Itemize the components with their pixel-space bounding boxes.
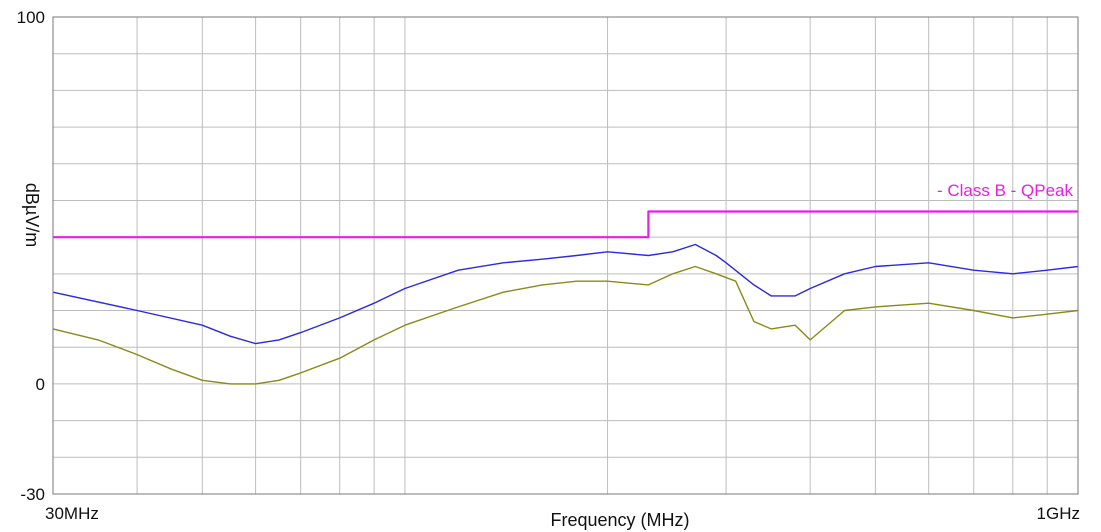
peak-trace-line bbox=[52, 243, 1079, 345]
x-tick-label: 1GHz bbox=[1037, 504, 1080, 523]
plot-border bbox=[52, 16, 1079, 495]
limit-line-class-b-qpeak bbox=[53, 210, 1078, 239]
y-axis-title: dBµV/m bbox=[22, 183, 42, 247]
average-trace-line bbox=[52, 265, 1079, 385]
y-tick-label: 0 bbox=[36, 375, 45, 394]
x-axis-title: Frequency (MHz) bbox=[550, 510, 689, 530]
y-tick-label: 100 bbox=[17, 8, 45, 27]
y-tick-label: -30 bbox=[20, 485, 45, 504]
x-tick-label: 30MHz bbox=[45, 504, 99, 523]
plot-background bbox=[53, 17, 1078, 494]
limit-legend-label: - Class B - QPeak bbox=[937, 181, 1074, 200]
series-layer bbox=[52, 210, 1079, 385]
